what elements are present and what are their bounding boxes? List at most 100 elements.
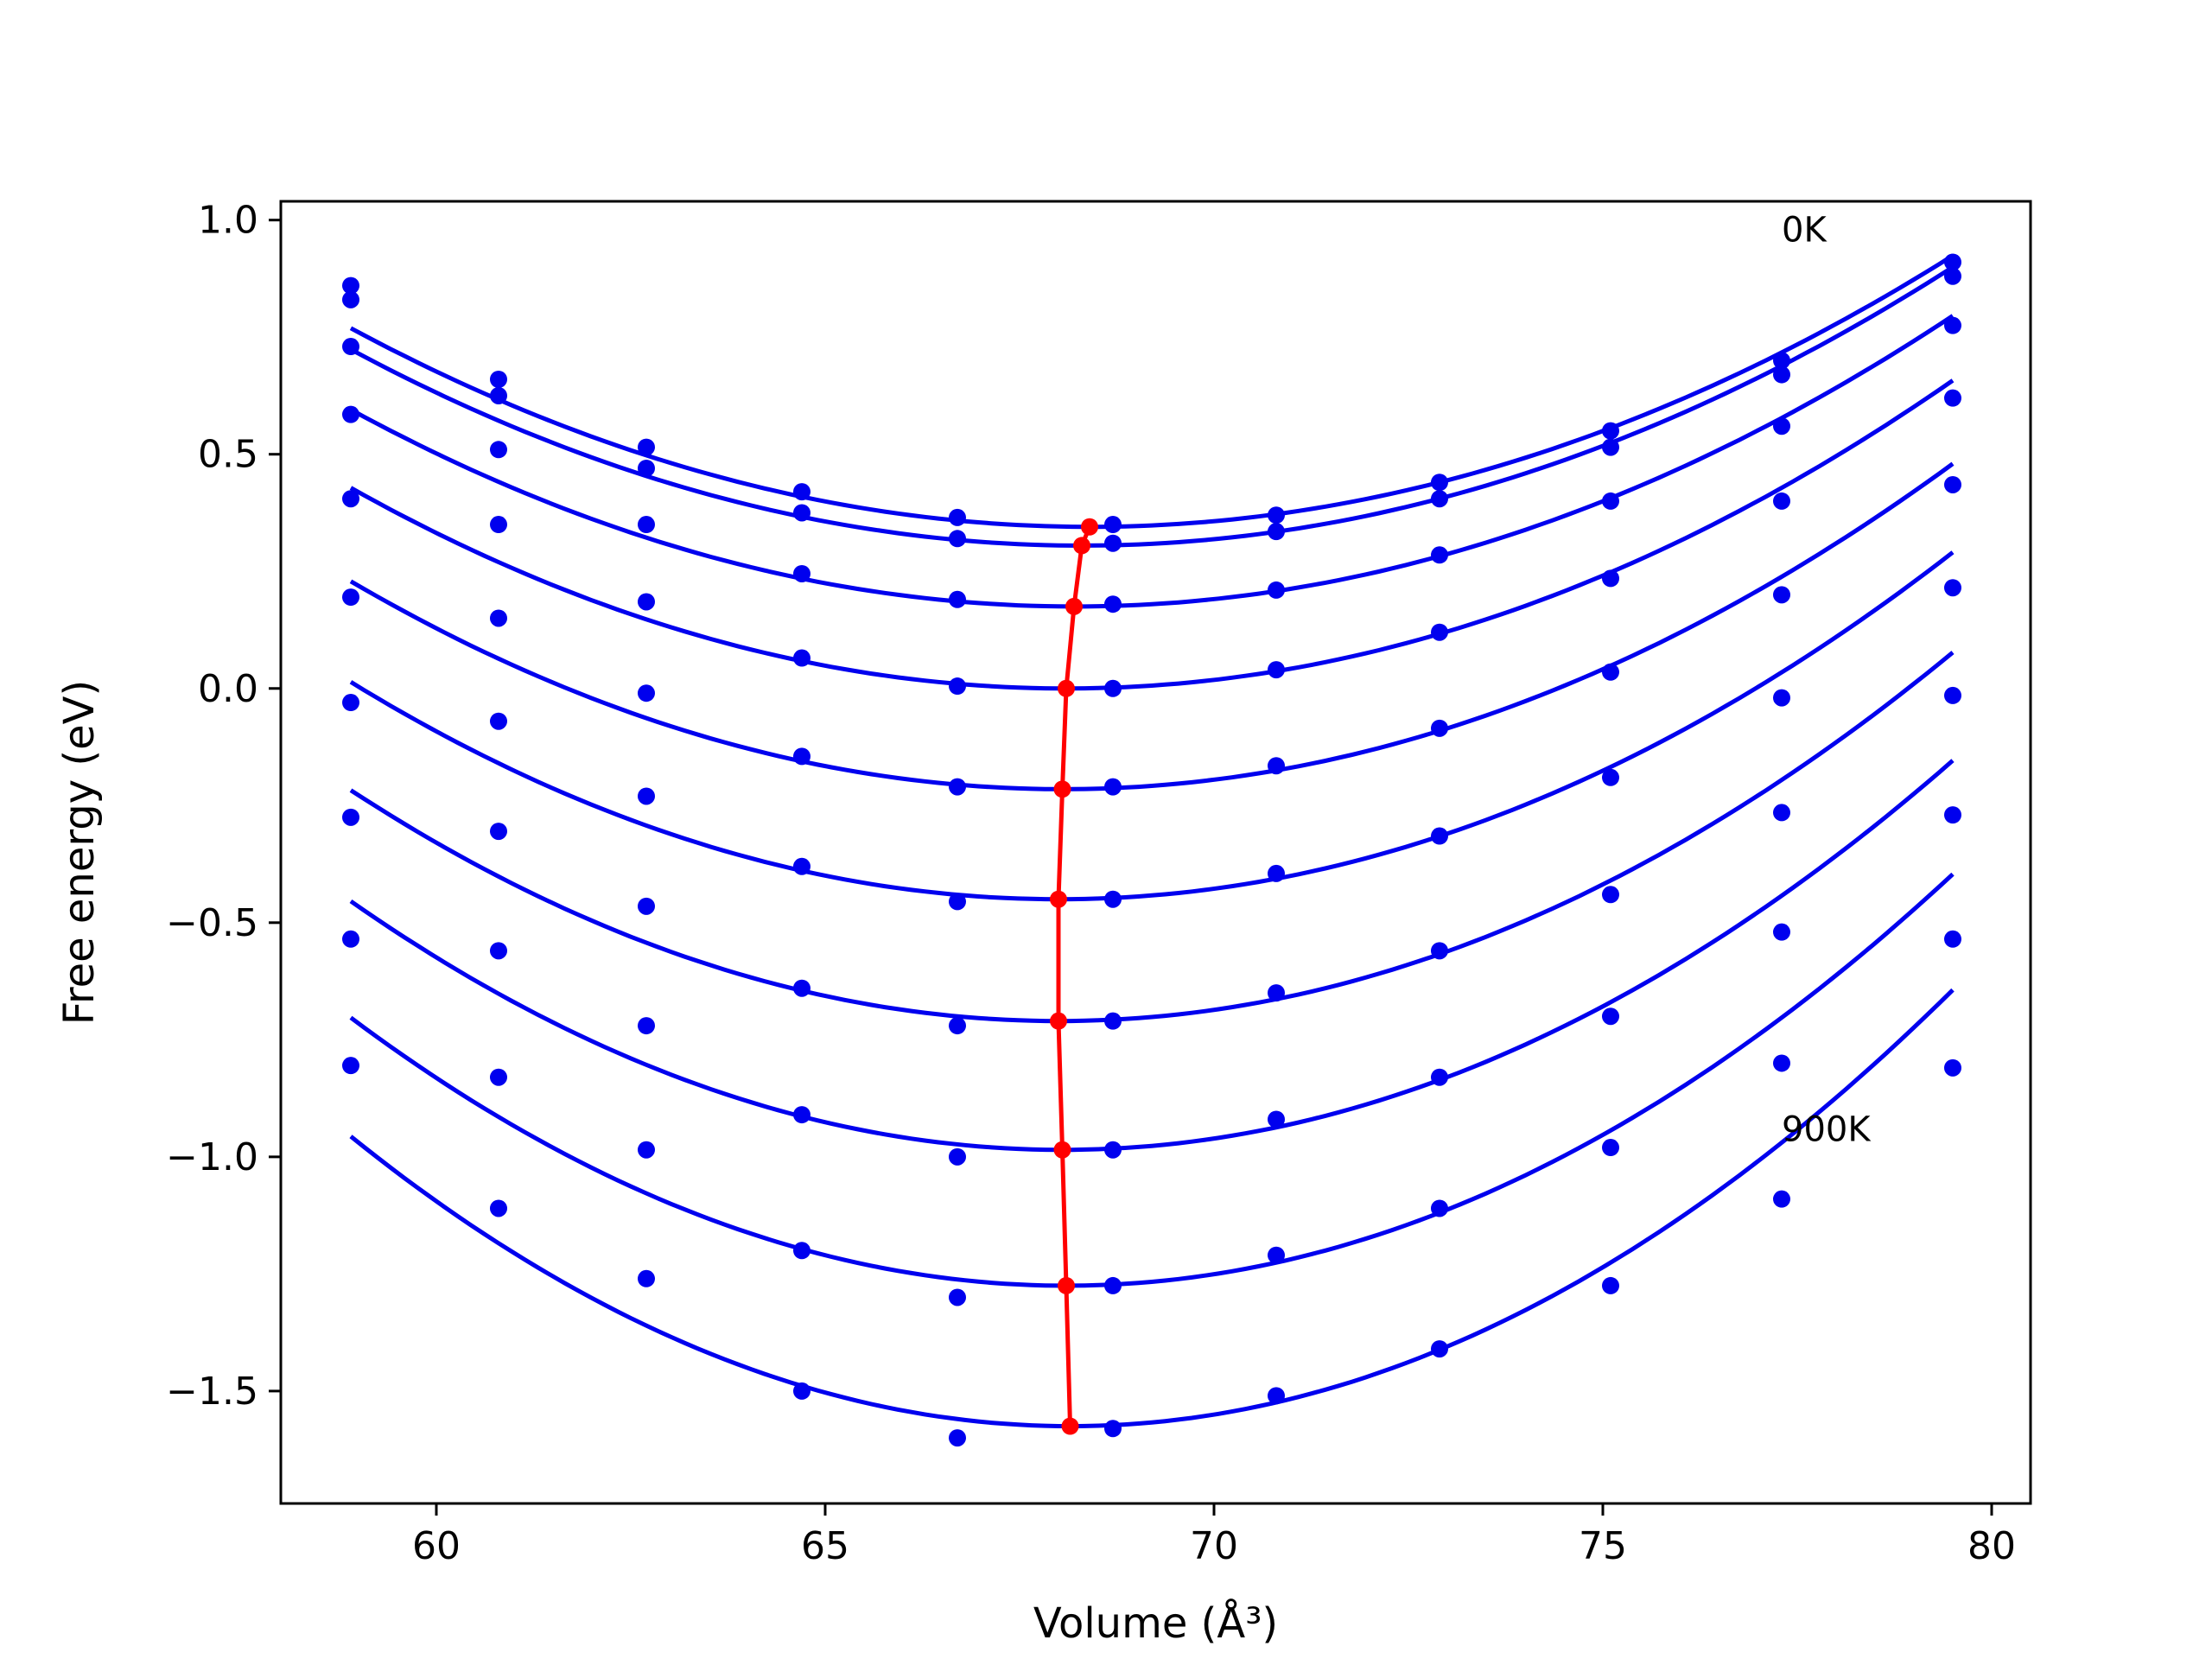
data-point-s7-5 xyxy=(1104,1141,1122,1159)
data-point-s8-1 xyxy=(490,1068,507,1086)
data-point-s7-7 xyxy=(1431,1068,1448,1086)
data-point-s4-3 xyxy=(793,747,810,766)
data-point-s2-6 xyxy=(1268,581,1285,599)
data-point-s2-10 xyxy=(1944,316,1961,334)
data-point-s5-6 xyxy=(1268,864,1285,882)
data-point-s5-7 xyxy=(1431,827,1448,845)
minima-point-8 xyxy=(1058,1276,1075,1294)
data-point-s9-2 xyxy=(638,1269,655,1287)
data-point-s5-10 xyxy=(1944,579,1961,597)
data-point-s9-6 xyxy=(1268,1387,1285,1405)
data-point-s4-2 xyxy=(638,684,655,702)
y-tick-label-2: −0.5 xyxy=(166,901,258,945)
plot-area xyxy=(342,253,1961,1447)
data-point-s6-2 xyxy=(638,897,655,915)
data-point-s7-3 xyxy=(793,1106,810,1124)
data-point-s3-8 xyxy=(1602,569,1619,588)
data-point-s5-9 xyxy=(1773,689,1790,707)
data-point-s8-6 xyxy=(1268,1246,1285,1264)
data-point-s7-10 xyxy=(1944,806,1961,824)
x-axis-label: Volume (Å³) xyxy=(1033,1599,1278,1648)
data-point-s2-0 xyxy=(342,338,359,356)
x-tick-label-60: 60 xyxy=(412,1524,461,1568)
data-point-s3-10 xyxy=(1944,389,1961,407)
data-point-s6-10 xyxy=(1944,686,1961,704)
data-point-s8-4 xyxy=(949,1288,966,1306)
minima-point-9 xyxy=(1061,1417,1079,1435)
data-point-s2-2 xyxy=(638,516,655,534)
data-point-s6-1 xyxy=(490,823,507,841)
data-point-s3-7 xyxy=(1431,623,1448,641)
axes-frame xyxy=(279,200,2032,1505)
data-point-s3-6 xyxy=(1268,661,1285,679)
data-point-s1-10 xyxy=(1944,267,1961,285)
data-point-s1-4 xyxy=(949,530,966,548)
data-point-s6-6 xyxy=(1268,984,1285,1002)
data-point-s7-9 xyxy=(1773,923,1790,941)
data-point-s9-3 xyxy=(793,1382,810,1400)
y-tick-label-3: 0.0 xyxy=(198,667,258,711)
data-point-s3-2 xyxy=(638,593,655,611)
data-point-s0-2 xyxy=(638,438,655,456)
data-point-s1-0 xyxy=(342,290,359,308)
data-point-s6-7 xyxy=(1431,942,1448,960)
data-point-s9-7 xyxy=(1431,1340,1448,1358)
data-point-s0-1 xyxy=(490,370,507,388)
data-point-s4-0 xyxy=(342,490,359,508)
fit-curve-1 xyxy=(349,264,1955,548)
fit-curve-4 xyxy=(349,461,1955,791)
data-point-s5-2 xyxy=(638,787,655,805)
data-point-s2-7 xyxy=(1431,546,1448,564)
data-point-s3-3 xyxy=(793,649,810,667)
data-point-s1-8 xyxy=(1602,438,1619,456)
fit-curve-8 xyxy=(349,872,1955,1288)
data-point-s0-7 xyxy=(1431,474,1448,492)
data-point-s7-2 xyxy=(638,1017,655,1035)
y-tick-label-4: 0.5 xyxy=(198,433,258,477)
data-point-s7-4 xyxy=(949,1147,966,1166)
data-point-s8-8 xyxy=(1602,1139,1619,1157)
data-point-s1-6 xyxy=(1268,523,1285,541)
x-tick-label-65: 65 xyxy=(801,1524,849,1568)
data-point-s1-5 xyxy=(1104,534,1122,552)
data-point-s8-2 xyxy=(638,1141,655,1159)
data-point-s0-8 xyxy=(1602,422,1619,440)
data-point-s0-0 xyxy=(342,276,359,295)
data-point-s8-5 xyxy=(1104,1276,1122,1294)
data-point-s9-4 xyxy=(949,1429,966,1447)
data-point-s6-0 xyxy=(342,694,359,712)
annotation-1: 900K xyxy=(1782,1109,1872,1149)
data-point-s0-5 xyxy=(1104,516,1122,534)
minima-point-1 xyxy=(1073,537,1090,555)
data-point-s0-4 xyxy=(949,508,966,526)
data-point-s5-1 xyxy=(490,712,507,730)
data-point-s9-1 xyxy=(490,1199,507,1217)
data-point-s2-4 xyxy=(949,590,966,608)
data-point-s6-8 xyxy=(1602,886,1619,904)
data-point-s2-9 xyxy=(1773,417,1790,435)
data-point-s8-3 xyxy=(793,1242,810,1260)
data-point-s6-5 xyxy=(1104,1012,1122,1030)
data-point-s4-5 xyxy=(1104,778,1122,796)
x-tick-label-70: 70 xyxy=(1190,1524,1238,1568)
data-point-s7-1 xyxy=(490,942,507,960)
data-point-s5-3 xyxy=(793,857,810,875)
data-point-s7-8 xyxy=(1602,1007,1619,1026)
minima-point-0 xyxy=(1081,518,1098,536)
data-point-s2-3 xyxy=(793,564,810,582)
fit-curve-9 xyxy=(349,988,1955,1429)
data-point-s1-9 xyxy=(1773,365,1790,384)
x-axis: 60 65 70 75 80 xyxy=(412,1503,2016,1568)
data-point-s4-8 xyxy=(1602,663,1619,681)
data-point-s9-0 xyxy=(342,1057,359,1075)
minima-point-5 xyxy=(1050,890,1067,908)
data-point-s5-4 xyxy=(949,893,966,911)
data-point-s2-1 xyxy=(490,441,507,459)
fit-curve-7 xyxy=(349,759,1955,1153)
data-point-s3-1 xyxy=(490,516,507,534)
data-point-s4-7 xyxy=(1431,719,1448,737)
data-point-s4-1 xyxy=(490,609,507,627)
fit-curve-6 xyxy=(349,651,1955,1024)
data-point-s1-2 xyxy=(638,459,655,477)
